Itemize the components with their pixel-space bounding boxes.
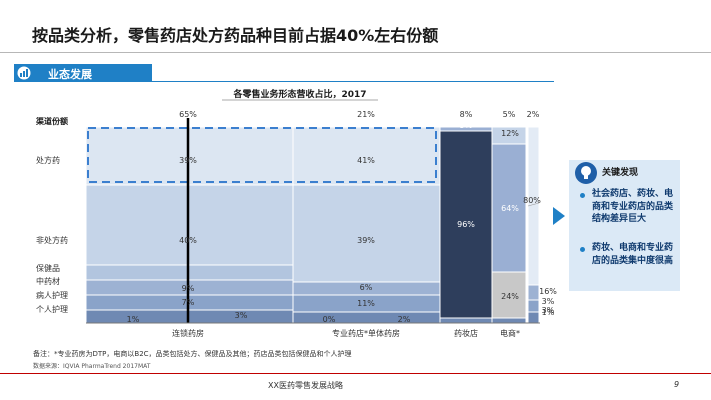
cell-value-label: 80% — [523, 196, 541, 205]
cell-value-label: 9% — [182, 284, 195, 293]
chart-segment — [527, 311, 540, 324]
category-label: 处方药 — [36, 155, 60, 165]
cell-value-label: 3% — [460, 121, 473, 130]
extra-label: 2% — [398, 315, 411, 324]
cell-value-label: 1% — [542, 308, 555, 317]
insight-bullet-2: 药妆、电商和专业药店的品类集中度很高 — [592, 243, 674, 266]
cell-value-label: 39% — [357, 236, 375, 245]
cell-value-label: 39% — [179, 156, 197, 165]
page-title: 按品类分析，零售药店处方药品种目前占据40%左右份额 — [32, 26, 439, 45]
column-share-label: 8% — [460, 110, 473, 119]
column-share-label: 65% — [179, 110, 197, 119]
chart-segment — [491, 271, 527, 319]
extra-label: 3% — [542, 306, 555, 315]
cell-value-label: 6% — [360, 283, 373, 292]
chart-title: 各零售业务形态营收占比，2017 — [232, 88, 366, 100]
column-share-label: 21% — [357, 110, 375, 119]
column-share-label: 5% — [503, 110, 516, 119]
column-name-label: 专业药店*单体药房 — [332, 328, 400, 338]
category-label: 病人护理 — [36, 290, 68, 300]
chart-segment — [85, 264, 294, 281]
bullet-dot — [580, 193, 585, 198]
chart-segment — [527, 299, 540, 313]
category-label: 中药材 — [36, 276, 60, 286]
cell-value-label: 11% — [357, 299, 375, 308]
chart-segment — [292, 311, 441, 324]
column-name-label: 电商* — [500, 328, 520, 338]
chart-segment — [85, 309, 294, 324]
rx-highlight-box — [87, 127, 437, 183]
category-label: 非处方药 — [36, 235, 68, 245]
lightbulb-icon — [575, 162, 597, 184]
cell-value-label: 7% — [182, 298, 195, 307]
section-header-bar — [14, 64, 152, 82]
chart-segment — [85, 184, 294, 266]
category-label: 保健品 — [36, 263, 60, 273]
section-underline — [152, 81, 554, 82]
column-name-label: 药妆店 — [454, 328, 478, 338]
chart-segment — [292, 126, 441, 186]
y-axis-label: 渠道份额 — [35, 116, 68, 126]
chart-segment — [439, 317, 493, 324]
chart-segment — [527, 284, 540, 301]
cell-value-label: 64% — [501, 204, 519, 213]
column-share-label: 2% — [527, 110, 540, 119]
category-label: 个人护理 — [36, 304, 68, 314]
section-title: 业态发展 — [48, 68, 92, 81]
footnote: 备注：*专业药房为DTP，电商以B2C，品类包括处方、保健品及其他；药店品类包括… — [33, 350, 352, 358]
label-connector — [527, 202, 540, 207]
cell-value-label: 3% — [542, 297, 555, 306]
footer-divider — [0, 373, 711, 374]
cell-value-label: 1% — [127, 315, 140, 324]
cell-value-label: 96% — [457, 220, 475, 229]
chart-segment — [292, 184, 441, 283]
chart-segment — [527, 126, 540, 286]
cell-value-label: 40% — [179, 236, 197, 245]
insight-arrow — [553, 207, 565, 225]
cell-value-label: 24% — [501, 292, 519, 301]
page-number: 9 — [674, 380, 680, 389]
cell-value-label: 16% — [539, 287, 557, 296]
bullet-dot — [580, 247, 585, 252]
insight-bullet-1: 社会药店、药妆、电商和专业药店的品类结构差异巨大 — [592, 189, 674, 224]
cell-value-label: 3% — [235, 311, 248, 320]
cell-value-label: 41% — [357, 156, 375, 165]
column-name-label: 连锁药房 — [172, 328, 204, 338]
chart-bars-icon — [17, 66, 31, 80]
chart-segment — [491, 317, 527, 324]
footer-title: XX医药零售发展战略 — [268, 381, 343, 390]
source-note: 数据来源：IQVIA PharmaTrend 2017MAT — [33, 363, 151, 370]
insight-title: 关键发现 — [602, 168, 639, 178]
title-divider — [0, 52, 711, 53]
cell-value-label: 12% — [501, 129, 519, 138]
cell-value-label: 0% — [323, 315, 336, 324]
